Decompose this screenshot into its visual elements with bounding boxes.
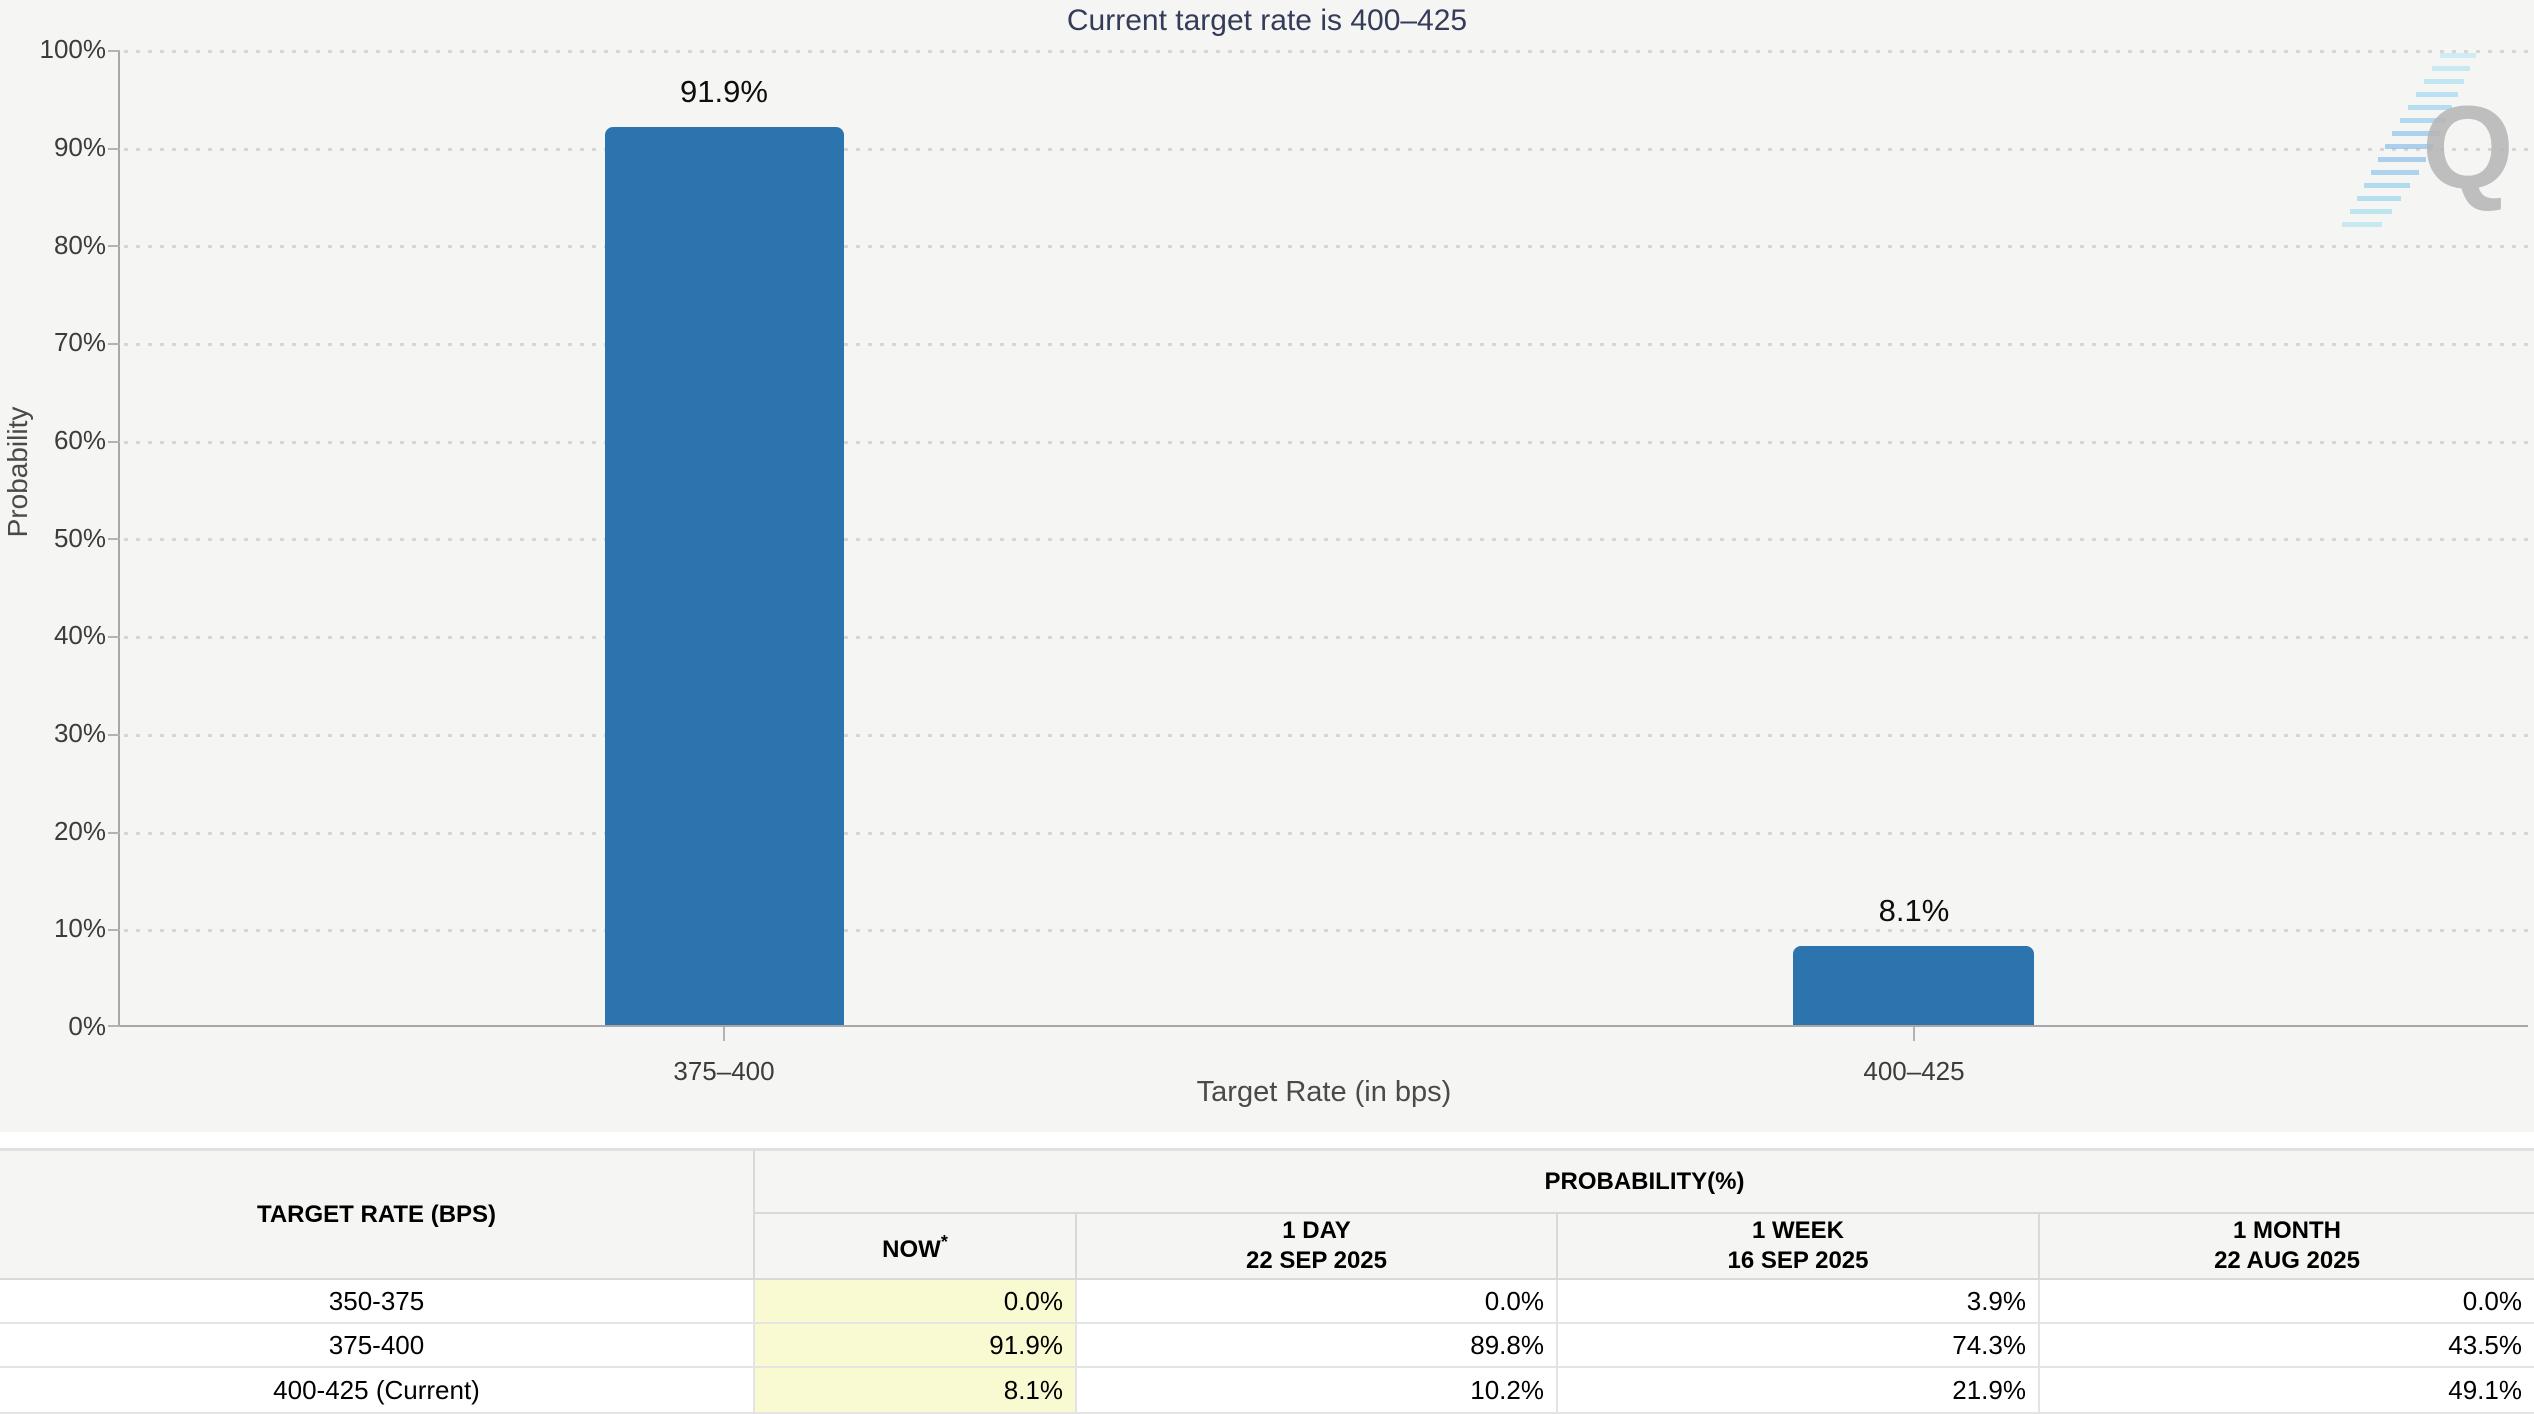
bar-400-425[interactable] <box>1793 946 2034 1025</box>
row-400-425-now: 8.1% <box>755 1368 1077 1414</box>
gridline <box>124 245 2528 248</box>
header-probability-group: PROBABILITY(%) <box>755 1151 2534 1214</box>
gridline <box>124 734 2528 737</box>
y-tick-label: 10% <box>53 913 106 943</box>
plot-area: 91.9% 8.1% 375–400 400–425 <box>108 50 2528 1086</box>
y-tick-mark <box>108 343 120 345</box>
y-tick-label: 0% <box>68 1011 106 1041</box>
row-350-375-1-week: 3.9% <box>1558 1280 2040 1324</box>
header-1-week-date: 16 SEP 2025 <box>1727 1247 1869 1274</box>
y-tick-label: 40% <box>53 620 106 650</box>
row-375-400-label: 375-400 <box>0 1324 755 1368</box>
gridline <box>124 929 2528 932</box>
bar-value-label-375-400: 91.9% <box>680 74 768 109</box>
y-tick-mark <box>108 832 120 834</box>
row-375-400-1-week: 74.3% <box>1558 1324 2040 1368</box>
y-tick-label: 30% <box>53 718 106 748</box>
x-tick-label-400-425: 400–425 <box>1863 1056 1965 1086</box>
y-tick-mark <box>108 1025 120 1027</box>
header-now-label: NOW* <box>882 1232 948 1263</box>
y-tick-mark <box>108 929 120 931</box>
gridline <box>124 50 2528 53</box>
gridline <box>124 538 2528 541</box>
header-1-month-label: 1 MONTH <box>2233 1217 2341 1244</box>
header-1-month-date: 22 AUG 2025 <box>2214 1247 2360 1274</box>
now-asterisk: * <box>940 1232 948 1252</box>
x-tick-mark <box>723 1027 725 1041</box>
y-tick-mark <box>108 245 120 247</box>
y-tick-mark <box>108 148 120 150</box>
row-350-375-1-month: 0.0% <box>2040 1280 2534 1324</box>
x-tick-mark <box>1913 1027 1915 1041</box>
bar-375-400[interactable] <box>605 127 844 1025</box>
row-400-425-1-day: 10.2% <box>1077 1368 1558 1414</box>
header-1-week-label: 1 WEEK <box>1751 1217 1844 1244</box>
section-divider <box>0 1132 2534 1148</box>
y-tick-label: 90% <box>53 132 106 162</box>
x-axis-label: Target Rate (in bps) <box>1196 1076 1452 1108</box>
gridline <box>124 441 2528 444</box>
chart-title: Current target rate is 400–425 <box>1066 4 1468 37</box>
header-1-day-date: 22 SEP 2025 <box>1245 1247 1387 1274</box>
bar-value-label-400-425: 8.1% <box>1878 893 1950 928</box>
row-375-400-1-day: 89.8% <box>1077 1324 1558 1368</box>
row-350-375-1-day: 0.0% <box>1077 1280 1558 1324</box>
y-tick-label: 100% <box>39 34 107 64</box>
row-350-375-now: 0.0% <box>755 1280 1077 1324</box>
y-tick-label: 60% <box>53 425 106 455</box>
row-375-400-1-month: 43.5% <box>2040 1324 2534 1368</box>
row-400-425-label: 400-425 (Current) <box>0 1368 755 1414</box>
probability-chart-section: Current target rate is 400–425 Probabili… <box>0 0 2534 1132</box>
row-400-425-1-week: 21.9% <box>1558 1368 2040 1414</box>
y-tick-mark <box>108 441 120 443</box>
y-tick-label: 20% <box>53 816 106 846</box>
y-tick-mark <box>108 50 120 52</box>
y-tick-label: 70% <box>53 327 106 357</box>
gridline <box>124 832 2528 835</box>
y-axis-tick-labels: 100% 90% 80% 70% 60% 50% 40% 30% 20% 10%… <box>0 34 107 1041</box>
y-tick-mark <box>108 636 120 638</box>
row-375-400-now: 91.9% <box>755 1324 1077 1368</box>
gridline <box>124 636 2528 639</box>
gridline <box>124 343 2528 346</box>
probability-table: TARGET RATE (BPS) PROBABILITY(%) NOW* 1 … <box>0 1148 2534 1414</box>
y-tick-mark <box>108 538 120 540</box>
gridline <box>124 148 2528 151</box>
header-1-month: 1 MONTH 22 AUG 2025 <box>2040 1214 2534 1280</box>
header-now: NOW* <box>755 1214 1077 1280</box>
y-tick-label: 80% <box>53 230 106 260</box>
row-350-375-label: 350-375 <box>0 1280 755 1324</box>
header-1-week: 1 WEEK 16 SEP 2025 <box>1558 1214 2040 1280</box>
header-1-day: 1 DAY 22 SEP 2025 <box>1077 1214 1558 1280</box>
header-target-rate-bps: TARGET RATE (BPS) <box>0 1151 755 1280</box>
header-1-day-label: 1 DAY <box>1282 1217 1351 1244</box>
row-400-425-1-month: 49.1% <box>2040 1368 2534 1414</box>
y-tick-label: 50% <box>53 523 106 553</box>
x-tick-label-375-400: 375–400 <box>673 1056 775 1086</box>
y-tick-mark <box>108 734 120 736</box>
